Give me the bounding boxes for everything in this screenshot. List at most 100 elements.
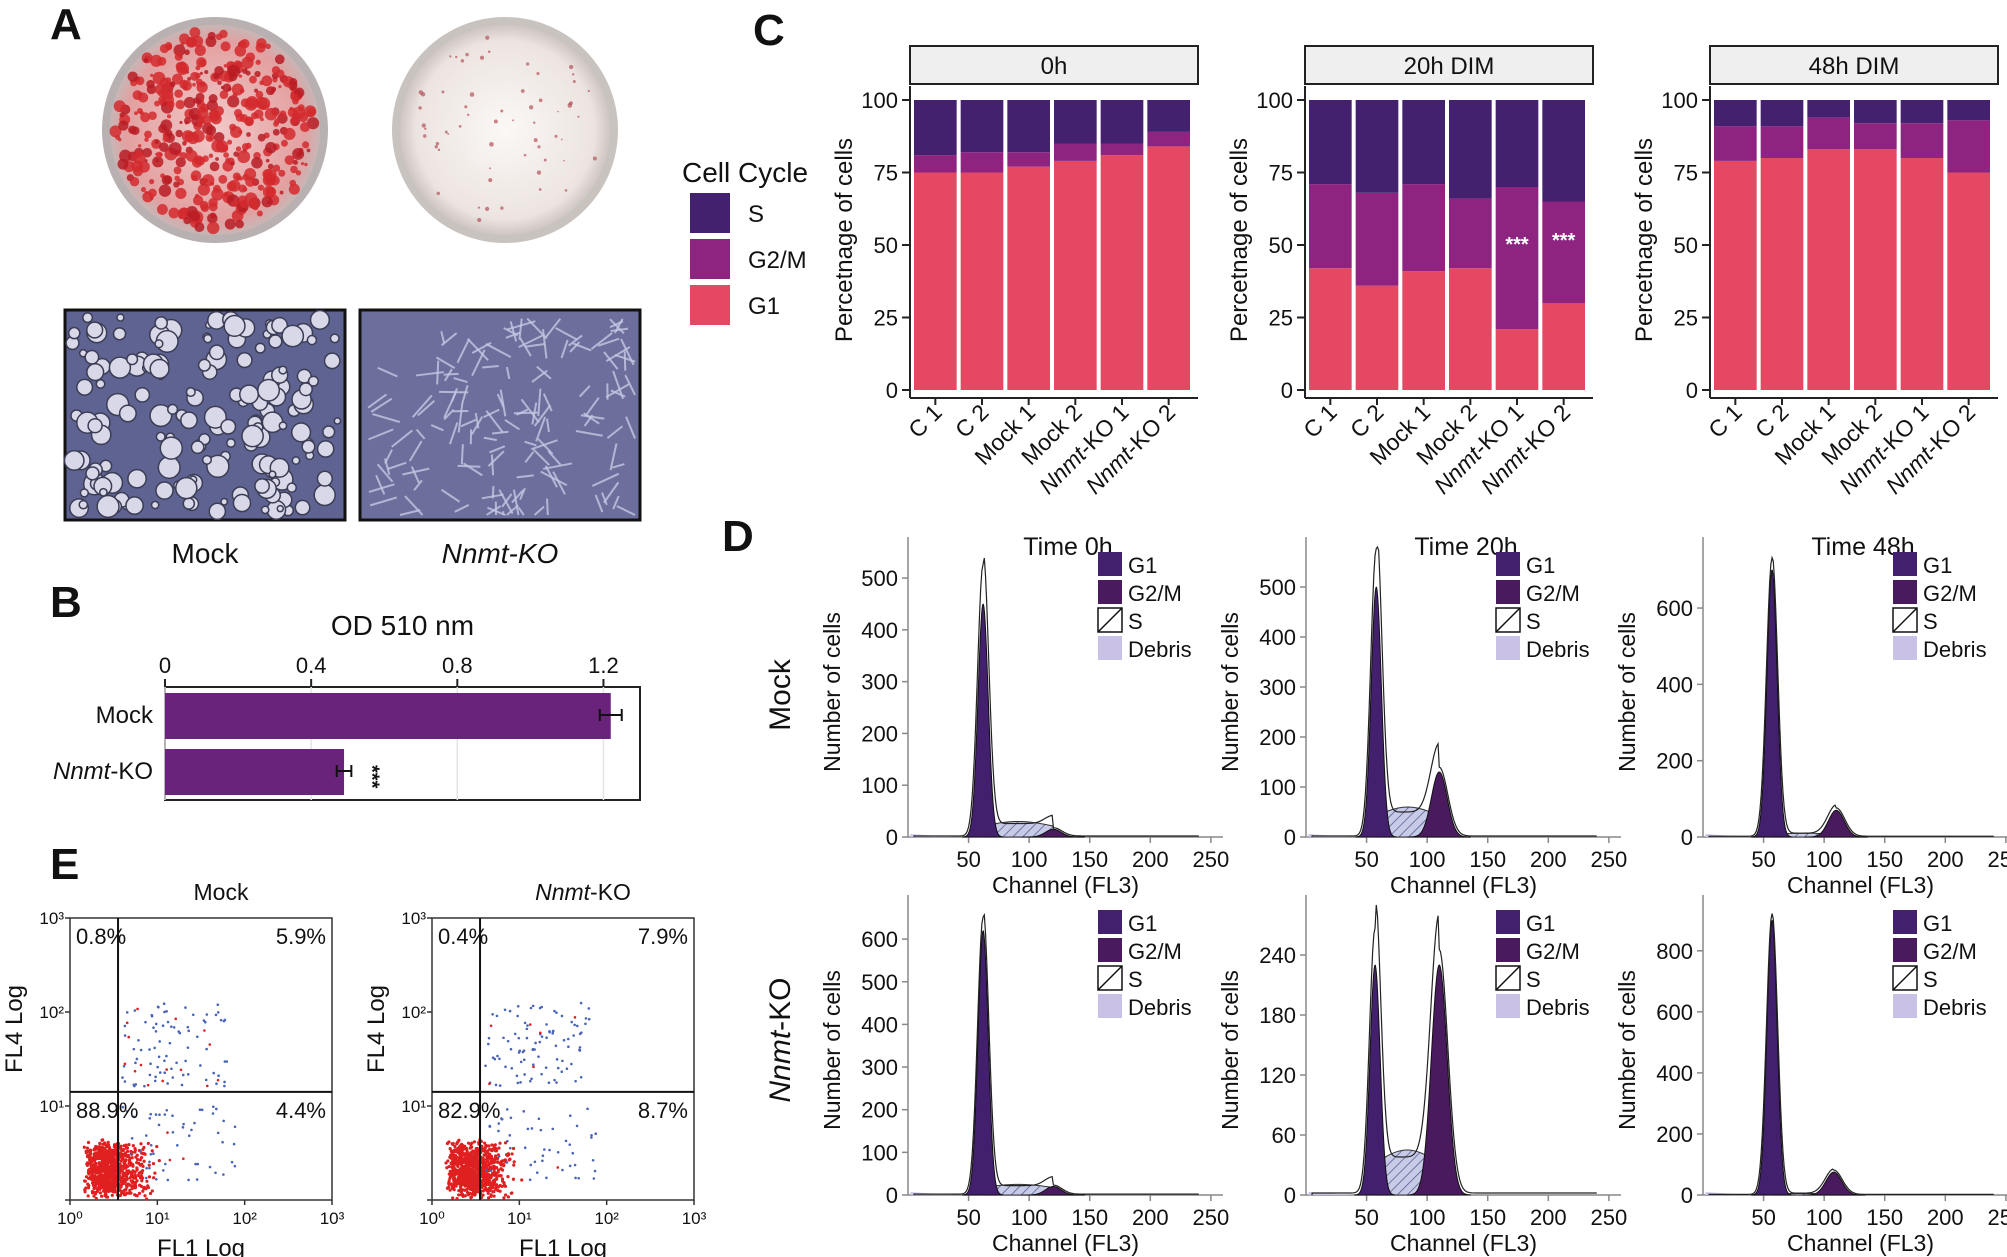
stain-spot [183, 216, 192, 225]
cell-point [108, 1152, 112, 1157]
legend-swatch [1098, 552, 1122, 576]
stain-spot [300, 162, 305, 166]
cell-point [230, 1160, 234, 1164]
lipid-droplet [278, 421, 288, 431]
bar-segment [1402, 100, 1445, 185]
panel-e-scatter: Mock 0.8% 5.9% 88.9% 4.4% 10⁰ 10¹ 10¹ 10² 10² 10³ 1… [1, 879, 707, 1257]
stain-spot [304, 105, 317, 118]
cell-point [161, 1079, 165, 1083]
cell-point [472, 1149, 476, 1154]
stain-spot [242, 68, 248, 74]
stain-spot [278, 169, 286, 177]
cell-outline [402, 467, 430, 476]
cell-point [119, 1164, 123, 1169]
cell-point [106, 1182, 111, 1186]
cell-point [543, 1148, 546, 1151]
cell-point [154, 1113, 158, 1116]
legend-label: S [1526, 967, 1541, 992]
y-tick-label: 400 [1259, 625, 1296, 650]
legend-hatch [1097, 965, 1123, 991]
legend-swatch [1893, 994, 1917, 1018]
cell-outline [611, 463, 625, 469]
lipid-droplet [86, 362, 105, 382]
cell-point [107, 1146, 112, 1150]
bar [165, 749, 345, 795]
stain-spot [162, 135, 170, 143]
bar-segment [1309, 268, 1352, 390]
stain-spot [436, 191, 440, 196]
cell-point [571, 1151, 575, 1155]
cell-outline [516, 474, 534, 479]
legend-label: G2/M [1128, 581, 1182, 606]
cell-point [495, 1176, 499, 1180]
cell-point [99, 1156, 103, 1161]
cell-point [85, 1146, 89, 1150]
cell-point [523, 1021, 527, 1025]
cell-point [532, 1065, 535, 1069]
cell-point [489, 1158, 493, 1162]
cell-point [128, 1156, 132, 1160]
quadrant-ur: 7.9% [638, 924, 688, 949]
stain-spot [592, 156, 597, 161]
cell-point [147, 1175, 152, 1179]
cell-point [451, 1172, 455, 1176]
stain-spot [466, 113, 470, 117]
stain-spot [235, 219, 244, 229]
bar-segment [1760, 100, 1804, 127]
lipid-droplet [226, 438, 236, 448]
lipid-droplet [116, 313, 125, 322]
quadrant-ur: 5.9% [276, 924, 326, 949]
cell-point [182, 1157, 185, 1161]
lipid-droplet [316, 440, 335, 458]
cell-point [464, 1159, 468, 1163]
cell-point [123, 1024, 127, 1028]
cell-point [544, 1066, 548, 1069]
cell-point [166, 1082, 169, 1085]
legend-hatch [1495, 965, 1521, 991]
cell-point [488, 1181, 492, 1186]
cell-point [489, 1173, 493, 1178]
cell-point [488, 1187, 493, 1191]
cell-point [130, 1152, 133, 1156]
y-tick-label: 0 [1686, 378, 1698, 403]
cell-point [124, 1175, 129, 1179]
cell-outline [517, 506, 525, 516]
stain-spot [235, 174, 242, 181]
cell-point [493, 1143, 497, 1147]
cell-point [553, 1009, 556, 1013]
bar-segment [1760, 126, 1804, 158]
y-tick-label: 50 [874, 233, 898, 258]
y-tick-label: 500 [861, 566, 898, 591]
stain-spot [487, 50, 491, 53]
stain-spot [144, 159, 148, 163]
cell-point [461, 1188, 465, 1192]
cell-point [113, 1178, 117, 1182]
stain-spot [265, 43, 271, 50]
cell-point [506, 1174, 510, 1179]
cell-point [523, 1073, 526, 1076]
stain-spot [172, 73, 184, 85]
cell-outline [387, 461, 407, 470]
cell-outline [506, 504, 519, 516]
stain-spot [260, 117, 264, 122]
stain-spot [192, 82, 196, 87]
stain-spot [245, 52, 256, 62]
cell-point [545, 1176, 548, 1180]
cell-point [141, 1147, 145, 1152]
cell-point [148, 1160, 151, 1164]
bar-segment [1900, 123, 1944, 158]
cell-outline [603, 481, 620, 504]
bar-segment [1147, 146, 1190, 390]
cell-point [562, 1038, 566, 1042]
cell-point [520, 1178, 524, 1182]
cell-point [184, 1059, 187, 1063]
bar-segment [1947, 172, 1990, 390]
cell-point [99, 1184, 103, 1189]
cell-point [451, 1163, 455, 1168]
cell-point [217, 1074, 220, 1078]
cell-point [461, 1192, 465, 1197]
bar-segment [1100, 100, 1144, 144]
cell-point [555, 1081, 558, 1084]
stain-spot [113, 100, 126, 113]
y-tick-label: 800 [1656, 939, 1693, 964]
